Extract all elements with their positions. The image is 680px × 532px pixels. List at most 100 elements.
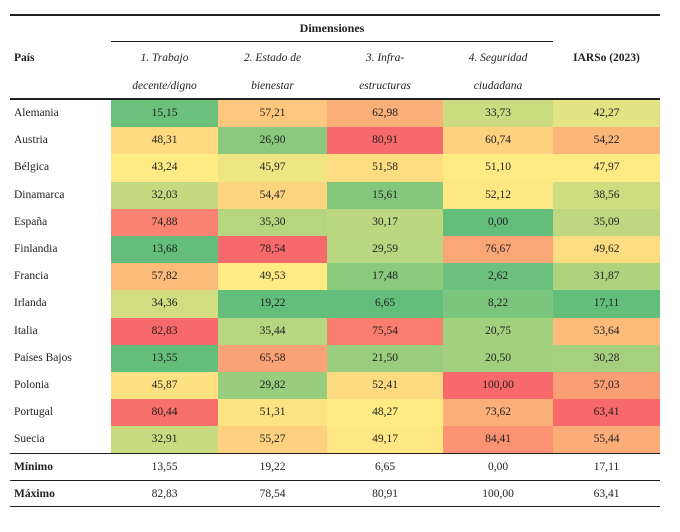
value-cell: 80,91 — [327, 127, 443, 155]
table-row: Dinamarca 32,03 54,47 15,61 52,12 38,56 — [10, 181, 660, 209]
value-cell: 52,12 — [443, 181, 553, 209]
dimension-header: 1. Trabajo decente/digno — [111, 42, 218, 98]
summary-value-cell: 19,22 — [259, 461, 286, 474]
index-column-header: IARSo (2023) — [573, 52, 640, 64]
value-cell: 35,09 — [553, 208, 660, 236]
country-label: Portugal — [10, 399, 111, 427]
value-cell: 43,24 — [111, 154, 218, 182]
value-cell: 63,41 — [553, 399, 660, 427]
value-cell: 13,68 — [111, 235, 218, 264]
value-cell: 54,47 — [218, 181, 327, 209]
value-cell: 80,44 — [111, 399, 218, 427]
value-cell: 51,10 — [443, 154, 553, 182]
table-row: Finlandia 13,68 78,54 29,59 76,67 49,62 — [10, 235, 660, 264]
value-cell: 65,58 — [218, 344, 327, 372]
value-cell: 52,41 — [327, 371, 443, 400]
value-cell: 32,91 — [111, 426, 218, 454]
value-cell: 45,97 — [218, 154, 327, 182]
dimension-header-line: 4. Seguridad — [468, 52, 528, 64]
summary-row: Mínimo 13,55 19,22 6,65 0,00 17,11 — [10, 453, 660, 480]
value-cell: 47,97 — [553, 154, 660, 182]
value-cell: 20,75 — [443, 317, 553, 345]
country-column-header: País — [14, 52, 35, 64]
summary-value-cell: 100,00 — [482, 488, 514, 501]
country-label: Finlandia — [10, 235, 111, 264]
table-row: Alemania 15,15 57,21 62,98 33,73 42,27 — [10, 100, 660, 128]
value-cell: 53,64 — [553, 317, 660, 345]
dimension-header-line: bienestar — [251, 80, 294, 92]
country-label: Países Bajos — [10, 344, 111, 372]
value-cell: 2,62 — [443, 263, 553, 291]
table-row: Polonia 45,87 29,82 52,41 100,00 57,03 — [10, 371, 660, 400]
summary-value-cell: 82,83 — [151, 488, 178, 501]
value-cell: 57,21 — [218, 100, 327, 128]
country-label: Francia — [10, 263, 111, 291]
value-cell: 60,74 — [443, 127, 553, 155]
dimensions-group-header: Dimensiones — [111, 16, 553, 42]
value-cell: 0,00 — [443, 208, 553, 236]
value-cell: 75,54 — [327, 317, 443, 345]
table-body: Alemania 15,15 57,21 62,98 33,73 42,27 Austria… — [10, 100, 660, 454]
country-label: Polonia — [10, 371, 111, 400]
summary-row: Máximo 82,83 78,54 80,91 100,00 63,41 — [10, 480, 660, 508]
table-row: Francia 57,82 49,53 17,48 2,62 31,87 — [10, 263, 660, 291]
value-cell: 29,59 — [327, 235, 443, 264]
dimension-header: 4. Seguridad ciudadana — [443, 42, 553, 98]
value-cell: 45,87 — [111, 371, 218, 400]
value-cell: 32,03 — [111, 181, 218, 209]
table-row: Irlanda 34,36 19,22 6,65 8,22 17,11 — [10, 290, 660, 318]
value-cell: 82,83 — [111, 317, 218, 345]
dimension-header: 3. Infra-estructuras — [327, 42, 443, 98]
value-cell: 62,98 — [327, 100, 443, 128]
table-row: Suecia 32,91 55,27 49,17 84,41 55,44 — [10, 426, 660, 454]
value-cell: 55,27 — [218, 426, 327, 454]
summary-value-cell: 80,91 — [372, 488, 398, 501]
value-cell: 15,15 — [111, 100, 218, 128]
table-row: Austria 48,31 26,90 80,91 60,74 54,22 — [10, 127, 660, 155]
table-row: España 74,88 35,30 30,17 0,00 35,09 — [10, 208, 660, 236]
summary-value-cell: 63,41 — [593, 488, 620, 501]
group-header-row: Dimensiones — [10, 16, 660, 42]
dimension-header-line: ciudadana — [473, 80, 523, 92]
value-cell: 78,54 — [218, 235, 327, 264]
value-cell: 76,67 — [443, 235, 553, 264]
column-header-row: País 1. Trabajo decente/digno 2. Estado de… — [10, 42, 660, 100]
dimension-header-line: 2. Estado de — [243, 52, 302, 64]
group-header-spacer-right — [553, 16, 660, 42]
dimension-header-line: estructuras — [359, 80, 411, 92]
summary-label: Mínimo — [14, 461, 53, 474]
value-cell: 17,48 — [327, 263, 443, 291]
country-label: Alemania — [10, 100, 111, 128]
table-row: Países Bajos 13,55 65,58 21,50 20,50 30,28 — [10, 344, 660, 372]
dimension-header-line: decente/digno — [132, 80, 197, 92]
summary-value-cell: 6,65 — [374, 461, 396, 474]
value-cell: 8,22 — [443, 290, 553, 318]
value-cell: 54,22 — [553, 127, 660, 155]
country-label: Austria — [10, 127, 111, 155]
value-cell: 73,62 — [443, 399, 553, 427]
value-cell: 74,88 — [111, 208, 218, 236]
value-cell: 51,31 — [218, 399, 327, 427]
value-cell: 49,17 — [327, 426, 443, 454]
summary-value-cell: 17,11 — [593, 461, 620, 474]
value-cell: 49,53 — [218, 263, 327, 291]
country-label: España — [10, 208, 111, 236]
value-cell: 19,22 — [218, 290, 327, 318]
value-cell: 20,50 — [443, 344, 553, 372]
value-cell: 30,28 — [553, 344, 660, 372]
table-row: Bélgica 43,24 45,97 51,58 51,10 47,97 — [10, 154, 660, 182]
summary-label: Máximo — [14, 488, 55, 501]
dimension-headers: 1. Trabajo decente/digno 2. Estado de biene… — [111, 42, 553, 98]
value-cell: 15,61 — [327, 181, 443, 209]
country-label: Dinamarca — [10, 181, 111, 209]
table-row: Italia 82,83 35,44 75,54 20,75 53,64 — [10, 317, 660, 345]
value-cell: 100,00 — [443, 371, 553, 400]
value-cell: 31,87 — [553, 263, 660, 291]
dimension-header-line: 3. Infra- — [365, 52, 405, 64]
value-cell: 35,30 — [218, 208, 327, 236]
value-cell: 48,27 — [327, 399, 443, 427]
value-cell: 34,36 — [111, 290, 218, 318]
value-cell: 33,73 — [443, 100, 553, 128]
value-cell: 48,31 — [111, 127, 218, 155]
